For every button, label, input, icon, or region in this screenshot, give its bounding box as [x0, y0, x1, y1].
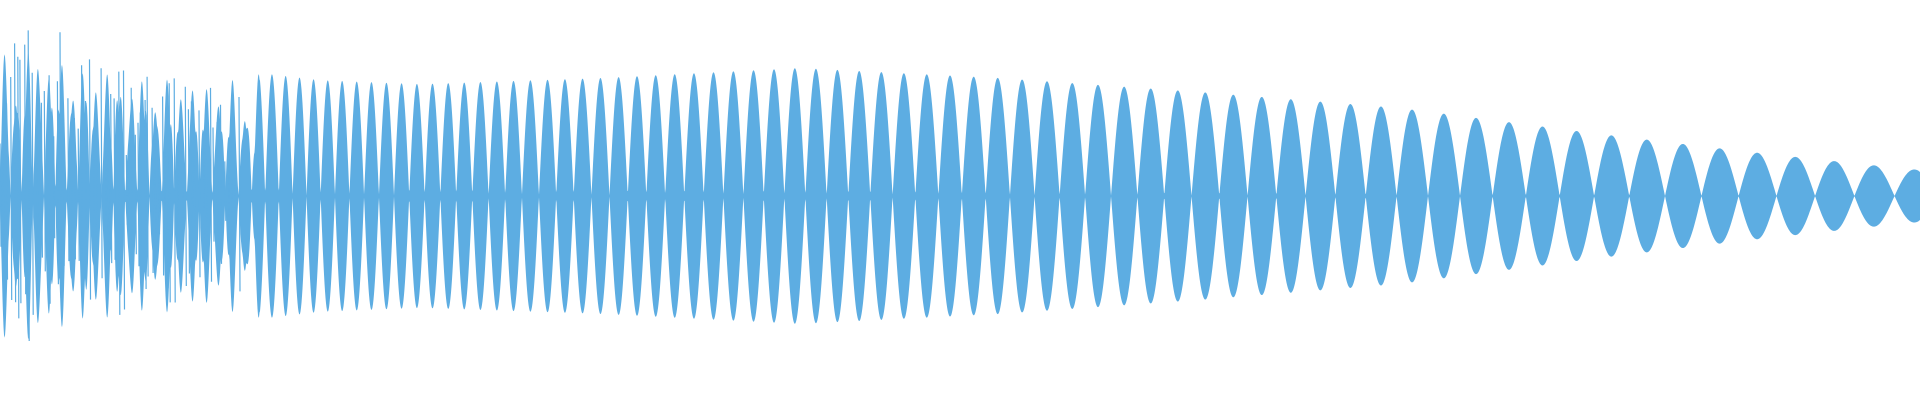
waveform — [0, 53, 1920, 339]
waveform-transient — [0, 30, 241, 342]
